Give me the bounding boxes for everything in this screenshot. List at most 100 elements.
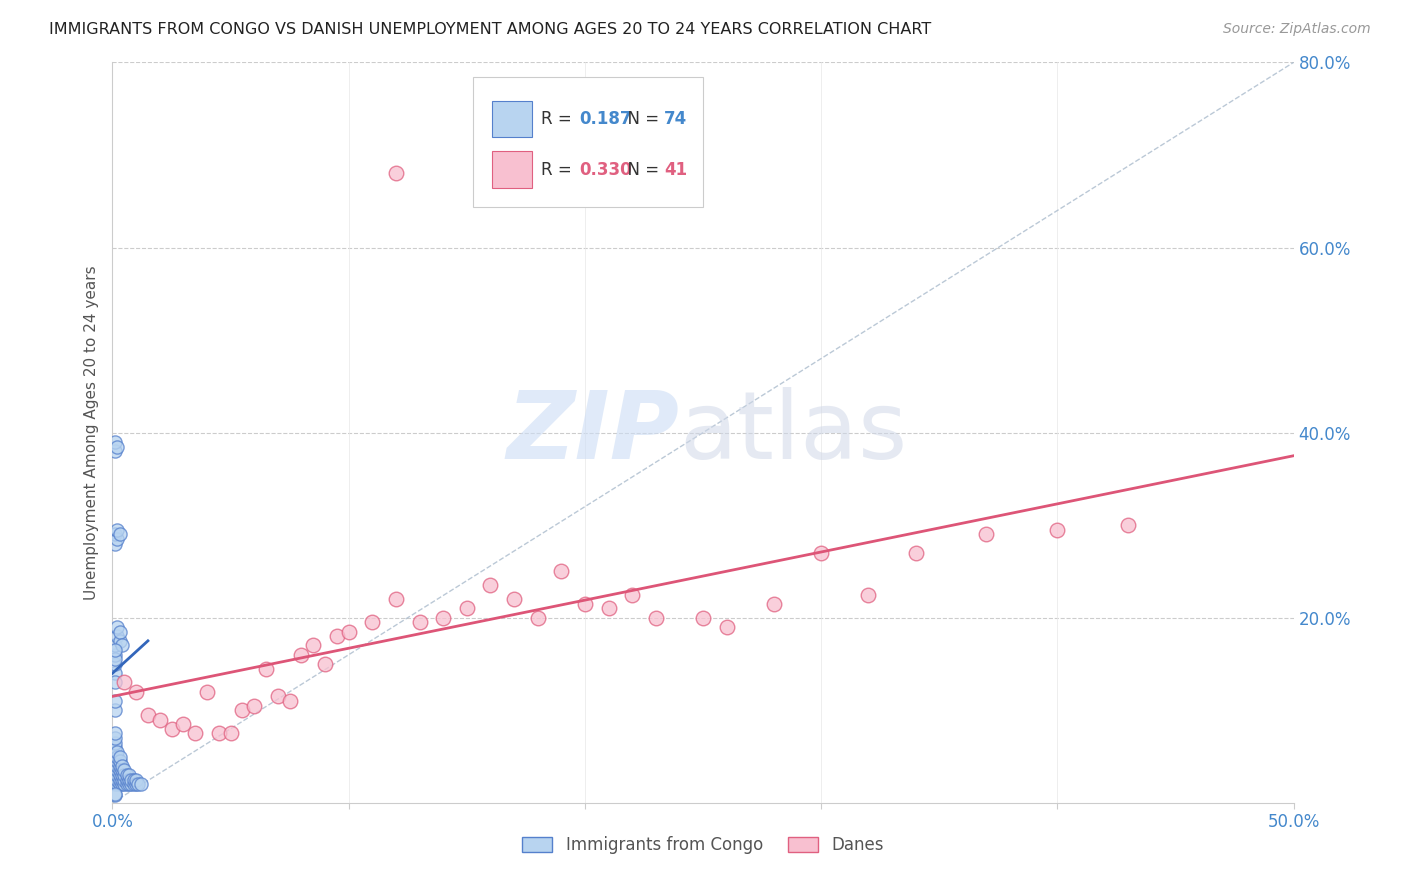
Point: [104, 764, 127, 778]
Point: [112, 772, 135, 787]
Point: [104, 772, 127, 787]
Point: [111, 768, 134, 782]
Point: [108, 777, 131, 791]
Text: 0.330: 0.330: [579, 161, 631, 179]
Point: [149, 713, 172, 727]
Point: [104, 694, 127, 708]
Point: [105, 758, 128, 772]
Point: [810, 546, 832, 560]
Point: [104, 754, 127, 768]
Point: [129, 777, 152, 791]
Point: [105, 768, 128, 782]
Point: [326, 629, 349, 643]
Text: atlas: atlas: [679, 386, 908, 479]
Point: [112, 675, 135, 690]
Point: [160, 722, 183, 736]
Text: IMMIGRANTS FROM CONGO VS DANISH UNEMPLOYMENT AMONG AGES 20 TO 24 YEARS CORRELATI: IMMIGRANTS FROM CONGO VS DANISH UNEMPLOY…: [49, 22, 931, 37]
Point: [104, 648, 127, 662]
Point: [243, 698, 266, 713]
Point: [550, 565, 572, 579]
Point: [408, 615, 430, 630]
Text: Source: ZipAtlas.com: Source: ZipAtlas.com: [1223, 22, 1371, 37]
Point: [108, 768, 131, 782]
Point: [118, 772, 141, 787]
Point: [104, 652, 127, 666]
Point: [108, 758, 131, 772]
Point: [104, 745, 127, 759]
Point: [118, 777, 141, 791]
Point: [108, 624, 131, 639]
Point: [104, 444, 127, 458]
Point: [195, 685, 218, 699]
Point: [105, 523, 128, 537]
Point: [104, 758, 127, 772]
Point: [267, 690, 290, 704]
Point: [184, 726, 207, 740]
Point: [104, 536, 127, 550]
Text: R =: R =: [541, 111, 578, 128]
Point: [111, 639, 134, 653]
Point: [976, 527, 998, 541]
Text: 0.187: 0.187: [579, 111, 631, 128]
Point: [125, 772, 148, 787]
Point: [104, 666, 127, 681]
Point: [104, 643, 127, 657]
Point: [716, 620, 738, 634]
Point: [104, 675, 127, 690]
Point: [254, 662, 277, 676]
Point: [105, 754, 128, 768]
Point: [111, 772, 134, 787]
Point: [112, 764, 135, 778]
Point: [108, 633, 131, 648]
Point: [574, 597, 596, 611]
Point: [104, 789, 127, 803]
Point: [104, 657, 127, 671]
Point: [118, 768, 141, 782]
Point: [1116, 518, 1139, 533]
Point: [104, 527, 127, 541]
FancyBboxPatch shape: [472, 78, 703, 207]
Point: [337, 624, 360, 639]
Point: [104, 731, 127, 745]
Point: [104, 639, 127, 653]
Point: [479, 578, 502, 592]
Point: [104, 736, 127, 750]
Point: [125, 685, 148, 699]
Point: [503, 592, 526, 607]
Point: [385, 166, 408, 180]
Legend: Immigrants from Congo, Danes: Immigrants from Congo, Danes: [516, 830, 890, 861]
Point: [302, 639, 325, 653]
Point: [108, 527, 131, 541]
Point: [290, 648, 312, 662]
Point: [172, 717, 194, 731]
Point: [112, 768, 135, 782]
Point: [111, 758, 134, 772]
Point: [108, 772, 131, 787]
Point: [361, 615, 384, 630]
Text: N =: N =: [617, 111, 664, 128]
Point: [219, 726, 242, 740]
Text: 74: 74: [664, 111, 688, 128]
Point: [1046, 523, 1069, 537]
Y-axis label: Unemployment Among Ages 20 to 24 years: Unemployment Among Ages 20 to 24 years: [83, 265, 98, 600]
Point: [904, 546, 927, 560]
Point: [111, 764, 134, 778]
Point: [208, 726, 231, 740]
Point: [105, 620, 128, 634]
Point: [432, 610, 454, 624]
Point: [125, 777, 148, 791]
Point: [104, 768, 127, 782]
Point: [120, 772, 142, 787]
Point: [122, 777, 145, 791]
Point: [104, 434, 127, 449]
Point: [105, 749, 128, 764]
Point: [111, 777, 134, 791]
Text: N =: N =: [617, 161, 664, 179]
Point: [108, 764, 131, 778]
Point: [104, 740, 127, 755]
Point: [278, 694, 301, 708]
FancyBboxPatch shape: [492, 152, 531, 187]
Point: [115, 772, 138, 787]
Point: [104, 749, 127, 764]
Point: [105, 772, 128, 787]
